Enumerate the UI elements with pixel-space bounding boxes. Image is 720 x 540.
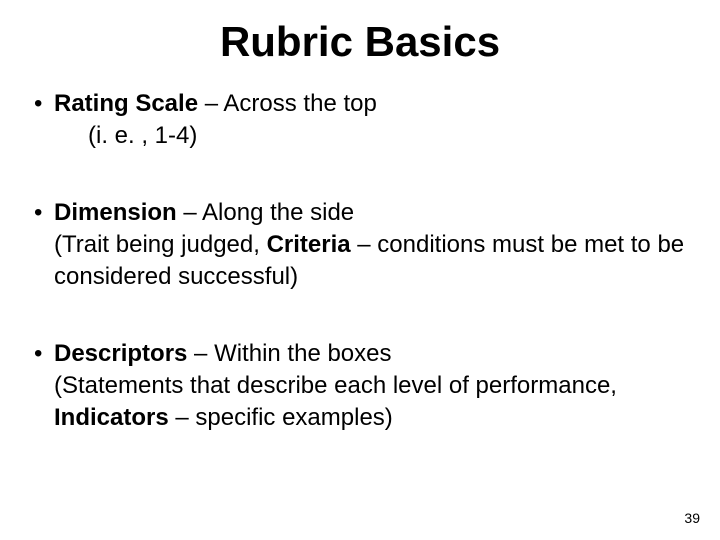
subline: (i. e. , 1-4) [54, 120, 692, 152]
term-tail: – Across the top [198, 90, 377, 117]
term-tail: – Within the boxes [187, 340, 391, 367]
slide-title: Rubric Basics [28, 18, 692, 66]
term-descriptors: Descriptors [54, 340, 187, 367]
term-dimension: Dimension [54, 199, 177, 226]
list-item: Descriptors – Within the boxes (Statemen… [28, 338, 692, 433]
page-number: 39 [684, 510, 700, 526]
desc-pre: (Statements that describe each level of … [54, 372, 617, 399]
desc-pre: (Trait being judged, [54, 231, 267, 258]
desc-bold: Criteria [267, 231, 351, 258]
slide: Rubric Basics Rating Scale – Across the … [0, 0, 720, 540]
list-item: Dimension – Along the side (Trait being … [28, 197, 692, 292]
bullet-list: Rating Scale – Across the top (i. e. , 1… [28, 88, 692, 433]
desc-bold: Indicators [54, 404, 169, 431]
list-item: Rating Scale – Across the top (i. e. , 1… [28, 88, 692, 151]
term-tail: – Along the side [177, 199, 354, 226]
desc-post: – specific examples) [169, 404, 393, 431]
term-rating-scale: Rating Scale [54, 90, 198, 117]
